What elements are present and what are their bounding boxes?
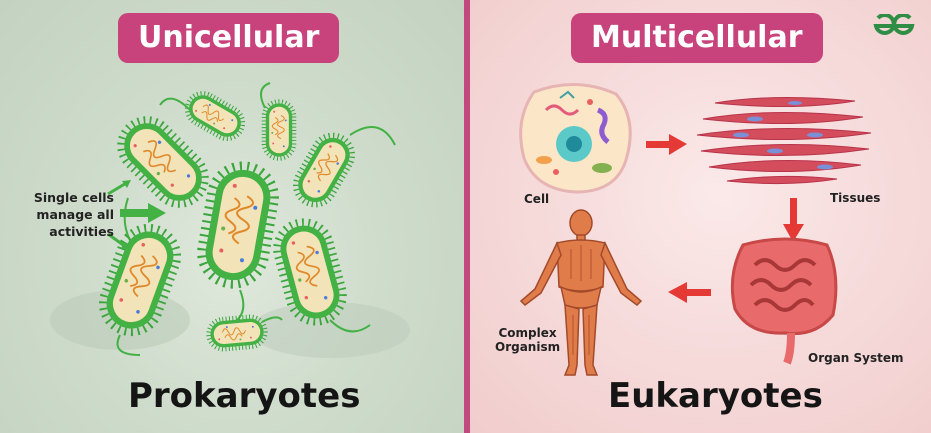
intestine-icon (730, 237, 838, 365)
note-arrows (107, 180, 166, 250)
arrow-cell-to-tissue (646, 134, 687, 155)
cell-label: Cell (524, 192, 550, 206)
bacterium-5 (198, 163, 277, 288)
tissues-label: Tissues (830, 191, 881, 205)
note-line-3: activities (49, 224, 114, 239)
note-line-2: manage all (36, 207, 114, 222)
bacterium-1 (112, 111, 214, 213)
arrow-organ-to-organism (668, 282, 711, 303)
muscle-tissue-icon (696, 96, 872, 185)
animal-cell-icon (519, 83, 632, 194)
bacteria-illustration (50, 82, 410, 358)
human-body-icon (519, 209, 643, 376)
eukaryotes-title: Eukaryotes (608, 376, 823, 416)
organ-system-label: Organ System (808, 351, 904, 365)
unicellular-panel: Unicellular Single cells manage all acti… (0, 0, 465, 433)
arrow-tissue-to-organ (783, 198, 804, 242)
unicellular-header: Unicellular (118, 13, 340, 63)
prokaryotes-title: Prokaryotes (128, 376, 361, 416)
bacterium-8 (208, 316, 266, 350)
geeksforgeeks-logo-icon (873, 14, 915, 35)
organization-illustration (519, 83, 872, 376)
bacterium-4 (290, 130, 358, 211)
complex-organism-label: Complex Organism (495, 326, 560, 354)
note-line-1: Single cells (33, 190, 114, 205)
organism-label-line-2: Organism (495, 340, 561, 354)
bacterium-2 (182, 89, 247, 144)
multicellular-header: Multicellular (571, 13, 823, 63)
multicellular-panel: Multicellular Cell Tissues Organ System … (465, 0, 931, 433)
unicellular-note: Single cells manage all activities (14, 189, 114, 240)
organism-label-line-1: Complex (498, 326, 557, 340)
bacterium-3 (265, 102, 294, 158)
panel-divider (464, 0, 470, 433)
